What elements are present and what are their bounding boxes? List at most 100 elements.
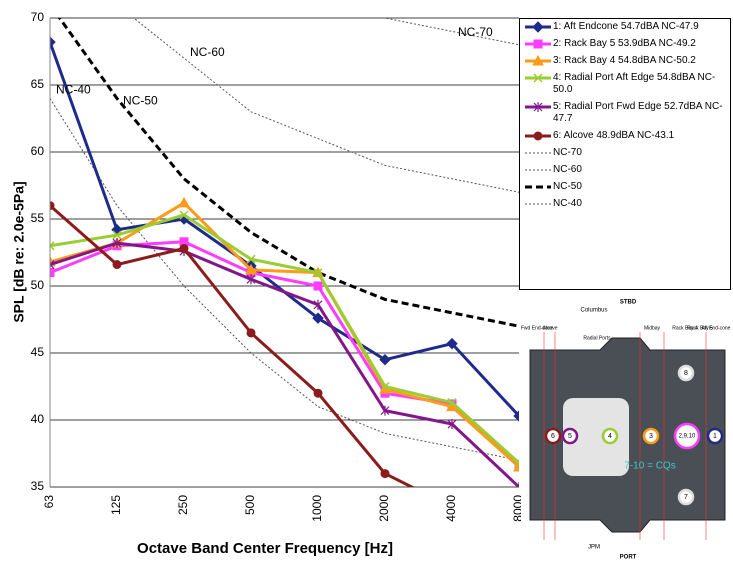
legend-swatch	[525, 39, 551, 49]
location-marker	[706, 427, 724, 445]
marker	[246, 254, 256, 264]
zone-label: Aft End-cone	[702, 325, 731, 331]
marker	[447, 419, 457, 430]
series-line	[50, 213, 519, 464]
marker-label: 7	[684, 494, 688, 501]
location-marker	[673, 422, 701, 450]
legend-marker	[532, 55, 544, 66]
zone-label: Midbay	[644, 325, 661, 331]
marker	[533, 102, 543, 112]
annotation: NC-40	[56, 83, 91, 97]
legend-marker	[533, 131, 543, 141]
marker	[380, 469, 390, 479]
reference-line	[382, 18, 519, 46]
marker	[532, 55, 544, 66]
inset-label: STBD	[620, 300, 637, 306]
marker-label: 6	[551, 433, 555, 440]
series-line	[50, 240, 519, 468]
legend-swatch	[525, 73, 551, 83]
legend-swatch	[525, 55, 551, 66]
legend-label: NC-50	[553, 181, 582, 192]
legend-entry: 5: Radial Port Fwd Edge 52.7dBA NC-47.7	[523, 101, 727, 125]
y-tick-label: 40	[31, 412, 45, 426]
legend-entry: NC-40	[523, 198, 727, 210]
marker	[179, 210, 189, 220]
marker	[112, 260, 122, 270]
marker	[533, 39, 543, 49]
series-line	[50, 201, 519, 469]
legend-swatch	[525, 185, 551, 189]
x-tick-label: 2000	[377, 495, 391, 522]
marker	[379, 353, 391, 366]
location-marker	[561, 427, 579, 445]
legend-label: 5: Radial Port Fwd Edge 52.7dBA NC-47.7	[553, 101, 723, 124]
legend-entry: 2: Rack Bay 5 53.9dBA NC-49.2	[523, 38, 727, 50]
marker	[50, 36, 56, 48]
series-line	[50, 241, 519, 487]
marker	[513, 410, 519, 422]
marker	[312, 312, 324, 324]
marker	[112, 230, 122, 240]
marker-label: 1	[713, 433, 717, 440]
marker	[50, 241, 55, 251]
legend-entry: NC-50	[523, 181, 727, 193]
marker	[246, 274, 256, 285]
legend: 1: Aft Endcone 54.7dBA NC-47.9 2: Rack Ba…	[519, 18, 731, 290]
inset-note: 7-10 = CQs	[624, 461, 675, 472]
marker	[447, 398, 457, 408]
marker	[313, 299, 323, 310]
legend-swatch	[525, 152, 551, 154]
y-tick-label: 55	[31, 211, 45, 225]
marker	[313, 281, 323, 291]
marker	[50, 268, 55, 278]
marker	[245, 263, 257, 275]
legend-label: NC-70	[553, 147, 582, 158]
reference-line	[57, 18, 519, 328]
marker	[533, 131, 543, 141]
reference-line	[50, 98, 519, 461]
annotation: NC-70	[458, 25, 493, 39]
y-axis-title: SPL [dB re: 2.0e-5Pa]	[11, 181, 27, 322]
marker	[50, 201, 55, 211]
marker	[533, 73, 543, 83]
marker	[178, 196, 190, 208]
inset-label: PORT	[620, 555, 637, 561]
legend-entry: NC-70	[523, 147, 727, 159]
marker	[246, 328, 256, 338]
y-tick-label: 50	[31, 278, 45, 292]
x-tick-label: 125	[109, 495, 123, 515]
inset-label: Columbus	[580, 308, 607, 314]
legend-marker	[533, 73, 543, 83]
marker	[112, 238, 122, 249]
reference-line	[132, 18, 519, 193]
legend-entry: 3: Rack Bay 4 54.8dBA NC-50.2	[523, 55, 727, 67]
x-axis-title: Octave Band Center Frequency [Hz]	[137, 540, 393, 557]
legend-swatch	[525, 203, 551, 205]
legend-swatch	[525, 131, 551, 141]
legend-label: 2: Rack Bay 5 53.9dBA NC-49.2	[553, 38, 696, 49]
series-line	[50, 204, 416, 487]
legend-entry: NC-60	[523, 164, 727, 176]
zone-label: Radial Ports	[583, 335, 611, 341]
x-tick-label: 63	[42, 495, 56, 509]
location-marker	[677, 364, 695, 382]
legend-marker	[532, 21, 544, 33]
y-tick-label: 65	[31, 77, 45, 91]
zone-label: Alcove	[542, 325, 557, 331]
marker	[532, 21, 544, 33]
legend-entry: 4: Radial Port Aft Edge 54.8dBA NC-50.0	[523, 72, 727, 96]
marker-label: 2,9,10	[679, 434, 696, 440]
marker	[446, 337, 458, 350]
legend-swatch	[525, 169, 551, 171]
legend-label: NC-60	[553, 164, 582, 175]
marker	[50, 259, 55, 270]
x-tick-label: 1000	[310, 495, 324, 522]
inset-label: JPM	[588, 545, 600, 551]
annotation: NC-50	[123, 93, 158, 107]
marker	[313, 268, 323, 278]
legend-label: 1: Aft Endcone 54.7dBA NC-47.9	[553, 21, 699, 32]
x-tick-label: 4000	[444, 495, 458, 522]
marker	[313, 388, 323, 398]
